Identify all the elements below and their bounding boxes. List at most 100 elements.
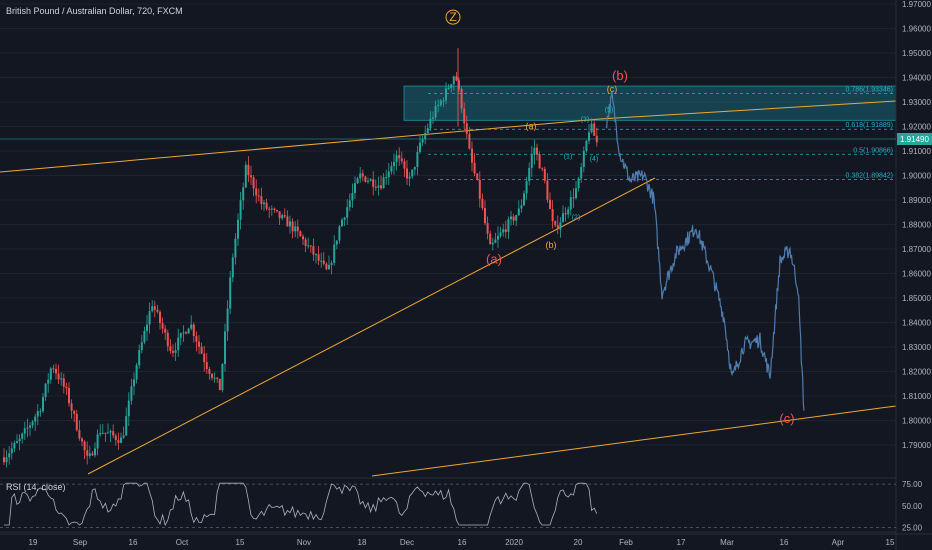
candle-body (112, 431, 115, 436)
candle-body (231, 257, 234, 278)
price-tick-label: 1.89000 (902, 196, 931, 205)
candle-body (356, 178, 359, 184)
candle-body (398, 155, 401, 159)
candle-body (450, 84, 453, 89)
candle-body (34, 416, 37, 422)
wave-label: (1) (564, 153, 573, 160)
candle-body (203, 353, 206, 363)
candle-body (127, 400, 130, 417)
candle-body (413, 166, 416, 170)
candle-body (26, 427, 29, 429)
candle-body (198, 341, 200, 347)
candle-body (567, 209, 570, 215)
candle-body (387, 171, 390, 178)
candle-body (309, 245, 312, 247)
candle-body (317, 254, 320, 261)
candle-body (146, 324, 148, 331)
candle-body (348, 200, 351, 208)
candle-body (18, 438, 21, 442)
trendline (371, 405, 897, 477)
candle-body (367, 180, 369, 182)
candle-body (96, 434, 99, 449)
candle-body (143, 330, 146, 343)
candle-body (120, 437, 122, 443)
candle-body (510, 216, 512, 220)
candle-body (250, 175, 252, 178)
candle-body (5, 457, 8, 463)
candle-body (507, 219, 510, 232)
candle-body (218, 378, 221, 391)
candle-body (538, 154, 541, 169)
projection-line (605, 91, 805, 411)
candle-body (101, 432, 104, 434)
rsi-panel: 75.00 50.00 25.00 (0, 477, 923, 533)
price-tick-label: 1.95000 (902, 49, 931, 58)
candle-body (153, 306, 156, 310)
wave-label: (c) (779, 411, 794, 426)
candle-body (192, 324, 195, 336)
candle-body (517, 208, 520, 216)
wave-label: (a) (526, 121, 537, 131)
wave-labels: Z(b)(c)(5)(3)(a)(1) (4)(2)(b)(a)(c) (445, 9, 795, 426)
candle-body (395, 155, 398, 162)
candle-body (265, 202, 268, 209)
time-tick-label: Mar (720, 538, 734, 547)
candle-body (393, 161, 395, 167)
candle-body (16, 441, 18, 443)
candle-body (400, 158, 403, 162)
candle-body (140, 342, 143, 351)
candle-body (593, 123, 596, 136)
candle-body (172, 350, 174, 353)
candle-body (260, 196, 263, 205)
candle-body (205, 362, 208, 369)
candle-body (257, 195, 260, 197)
candle-body (588, 132, 590, 141)
candle-body (65, 386, 68, 389)
price-tick-label: 1.88000 (902, 221, 931, 230)
candle-body (551, 209, 554, 222)
candle-body (424, 132, 427, 140)
wave-label: (4) (590, 156, 599, 163)
candle-body (569, 197, 572, 210)
candle-body (419, 142, 421, 152)
candle-body (484, 208, 486, 224)
candle-body (8, 453, 11, 458)
time-tick-label: 18 (358, 538, 367, 547)
candle-body (60, 378, 63, 380)
candle-body (543, 168, 546, 181)
time-tick-label: 16 (458, 538, 467, 547)
candle-body (315, 254, 317, 256)
price-tick-label: 1.83000 (902, 343, 931, 352)
candle-body (49, 368, 52, 380)
candle-body (359, 173, 362, 179)
candle-body (549, 199, 551, 210)
candle-body (382, 177, 385, 189)
candle-body (465, 123, 468, 134)
candle-body (224, 331, 226, 365)
wave-label: (b) (546, 240, 557, 250)
candle-body (525, 181, 528, 194)
candle-body (3, 457, 5, 463)
candle-body (354, 183, 356, 194)
candle-body (133, 379, 135, 387)
price-tick-label: 1.80000 (902, 417, 931, 426)
candle-body (455, 76, 458, 81)
price-tick-label: 1.93000 (902, 98, 931, 107)
fib-label: 0.786(1.93346) (846, 87, 893, 94)
candle-body (229, 277, 232, 309)
candle-body (78, 430, 81, 439)
candle-body (559, 222, 562, 230)
candle-body (580, 167, 583, 179)
rsi-tick-label: 25.00 (902, 524, 923, 533)
wave-label: (a) (486, 252, 502, 267)
candle-body (226, 308, 229, 332)
candle-body (88, 453, 91, 456)
candle-body (190, 324, 193, 329)
candle-body (372, 179, 375, 187)
candle-body (187, 328, 190, 334)
candle-body (471, 148, 473, 163)
candle-body (179, 333, 182, 338)
candle-body (572, 197, 575, 199)
candle-body (273, 208, 276, 210)
